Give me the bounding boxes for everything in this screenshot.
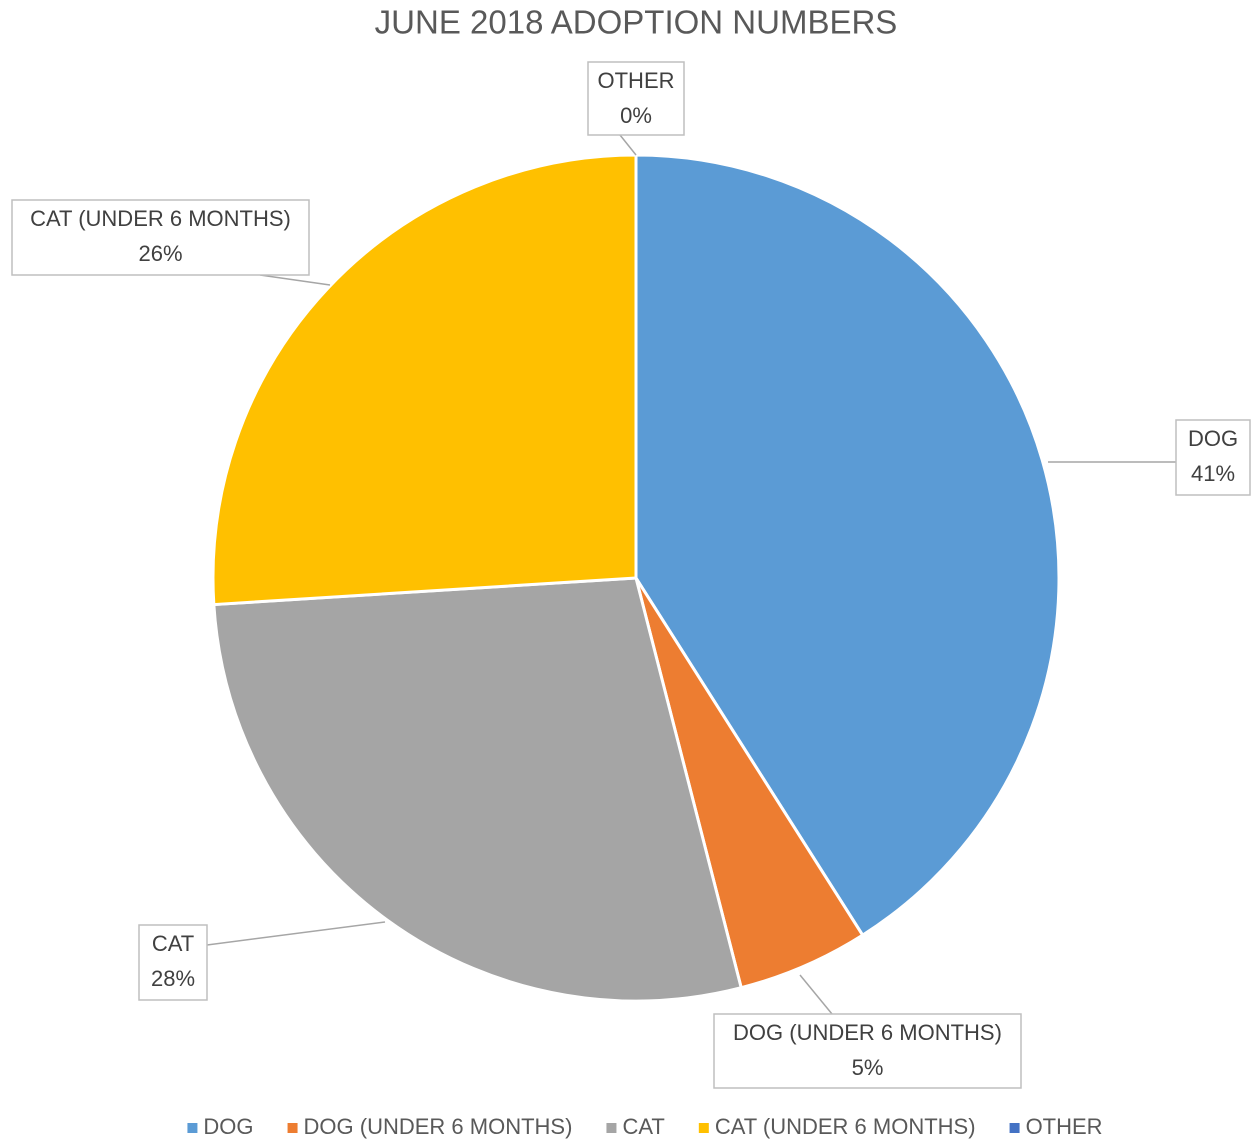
label-box bbox=[587, 61, 685, 136]
label-box bbox=[138, 924, 208, 1001]
legend-swatch bbox=[698, 1123, 709, 1133]
label-value: 41% bbox=[1191, 461, 1235, 486]
legend-label: DOG (UNDER 6 MONTHS) bbox=[304, 1114, 573, 1139]
label-box bbox=[11, 199, 310, 276]
leader-line bbox=[619, 134, 637, 156]
legend-swatch bbox=[1009, 1123, 1020, 1133]
label-category: DOG bbox=[1188, 426, 1238, 451]
label-box bbox=[713, 1013, 1022, 1089]
label-category: DOG (UNDER 6 MONTHS) bbox=[733, 1020, 1002, 1045]
legend-label: OTHER bbox=[1026, 1114, 1103, 1139]
leader-line bbox=[799, 974, 833, 1015]
legend-swatch bbox=[187, 1123, 198, 1133]
legend-label: DOG bbox=[203, 1114, 253, 1139]
pie-slice bbox=[212, 576, 744, 1003]
pie-slice bbox=[634, 153, 1061, 938]
legend-label: CAT bbox=[622, 1114, 664, 1139]
label-category: CAT (UNDER 6 MONTHS) bbox=[30, 206, 291, 231]
slices bbox=[211, 153, 1061, 1003]
chart-title: JUNE 2018 ADOPTION NUMBERS bbox=[375, 4, 898, 41]
label-value: 28% bbox=[151, 966, 195, 991]
legend-swatch bbox=[287, 1123, 298, 1133]
leader-line bbox=[206, 921, 386, 946]
legend-label: CAT (UNDER 6 MONTHS) bbox=[715, 1114, 976, 1139]
label-category: OTHER bbox=[598, 68, 675, 93]
legend: DOG DOG (UNDER 6 MONTHS) CAT CAT (UNDER 6 M… bbox=[187, 1114, 1103, 1139]
label-value: 0% bbox=[620, 103, 652, 128]
data-labels: DOG 41% DOG (UNDER 6 MONTHS) 5% CAT 28% CAT (U… bbox=[11, 61, 1251, 1089]
leader-line bbox=[259, 274, 331, 286]
label-box bbox=[1175, 419, 1251, 496]
legend-swatch bbox=[606, 1123, 617, 1133]
pie-slice bbox=[211, 153, 638, 607]
label-value: 26% bbox=[138, 241, 182, 266]
label-value: 5% bbox=[852, 1055, 884, 1080]
label-category: CAT bbox=[152, 931, 194, 956]
